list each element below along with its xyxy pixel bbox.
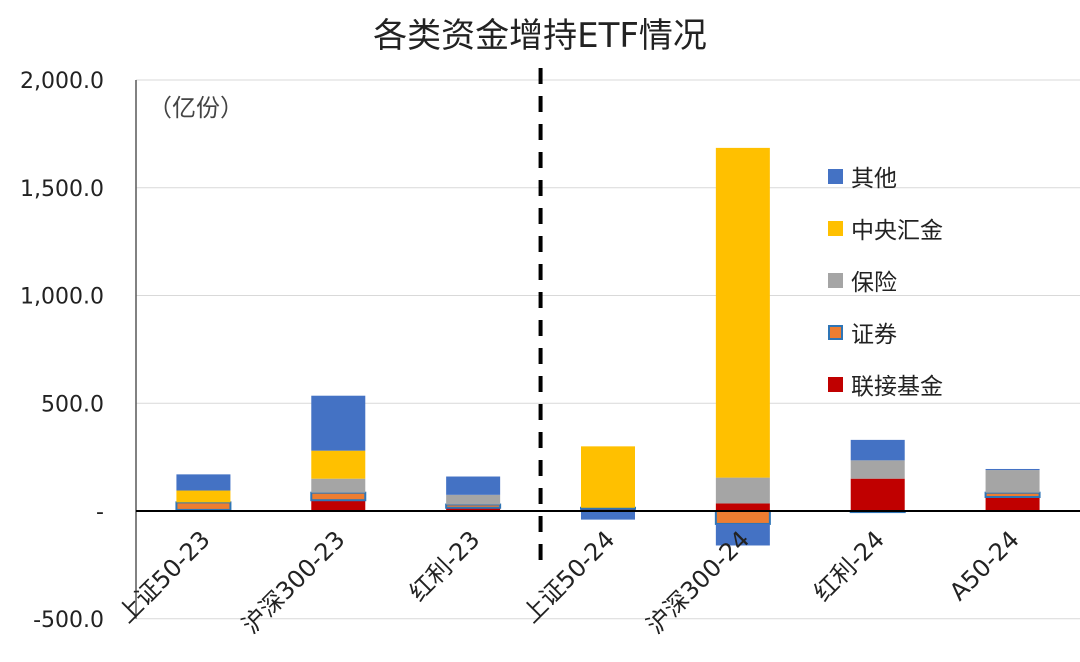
bar-segment <box>446 494 501 505</box>
bar-segment <box>985 470 1040 493</box>
legend-swatch <box>828 376 843 392</box>
y-tick-label: 1,000.0 <box>20 285 104 310</box>
legend-label: 联接基金 <box>851 374 943 400</box>
legend-swatch <box>828 272 843 288</box>
x-tick-label: 红利-23 <box>404 525 485 606</box>
legend-label: 中央汇金 <box>851 218 943 244</box>
legend-swatch <box>828 324 843 340</box>
bar-segment <box>446 476 501 495</box>
bar-segment <box>850 460 905 479</box>
x-tick-label: 红利-24 <box>808 525 889 606</box>
bar-segment <box>311 395 366 451</box>
bar-segment <box>984 491 1041 498</box>
legend-item: 联接基金 <box>828 358 943 410</box>
x-tick-label: 上证50-23 <box>113 525 216 628</box>
axes <box>135 68 1080 619</box>
y-tick-label: -500.0 <box>33 608 104 633</box>
legend-item: 证券 <box>828 306 943 358</box>
legend-label: 证券 <box>851 322 897 348</box>
bar-segment <box>311 478 366 493</box>
bar-segment <box>446 507 501 511</box>
legend: 其他中央汇金保险证券联接基金 <box>828 150 943 410</box>
y-tick-label: 500.0 <box>41 392 104 417</box>
y-tick-label: 1,500.0 <box>20 177 104 202</box>
legend-item: 保险 <box>828 254 943 306</box>
legend-swatch <box>828 168 843 184</box>
legend-item: 其他 <box>828 150 943 202</box>
bar-segment <box>715 477 770 504</box>
bar-segment <box>985 496 1040 511</box>
legend-label: 保险 <box>851 270 897 296</box>
bars <box>175 147 1041 546</box>
bar-segment <box>580 506 636 510</box>
y-tick-label: 2,000.0 <box>20 69 104 94</box>
legend-item: 中央汇金 <box>828 202 943 254</box>
chart-title: 各类资金增持ETF情况 <box>373 16 707 56</box>
x-tick-label: 上证50-24 <box>517 525 620 628</box>
unit-label: （亿份） <box>148 94 244 122</box>
bar-segment <box>311 450 366 479</box>
bar-segment <box>715 147 770 478</box>
bar-segment <box>311 500 366 511</box>
bar-segment <box>714 510 771 525</box>
legend-label: 其他 <box>851 166 897 192</box>
x-tick-label: A50-24 <box>944 525 1025 606</box>
x-tick-label: 沪深300-24 <box>641 525 755 639</box>
bar-segment <box>445 503 502 509</box>
bar-segment <box>581 511 635 520</box>
bar-segment <box>581 446 635 508</box>
legend-swatch <box>828 220 843 236</box>
bar-segment <box>310 491 367 502</box>
bar-segment <box>175 501 232 511</box>
bar-segment <box>850 478 905 511</box>
bar-segment <box>850 439 905 461</box>
bar-segment <box>581 508 635 511</box>
bar-segment <box>985 468 1040 471</box>
gridlines <box>136 79 1080 620</box>
bar-segment <box>176 490 231 503</box>
bar-segment <box>715 523 770 546</box>
bar-segment <box>715 503 770 511</box>
x-tick-label: 沪深300-23 <box>237 525 351 639</box>
y-tick-label: - <box>96 500 104 525</box>
bar-segment <box>176 474 231 491</box>
